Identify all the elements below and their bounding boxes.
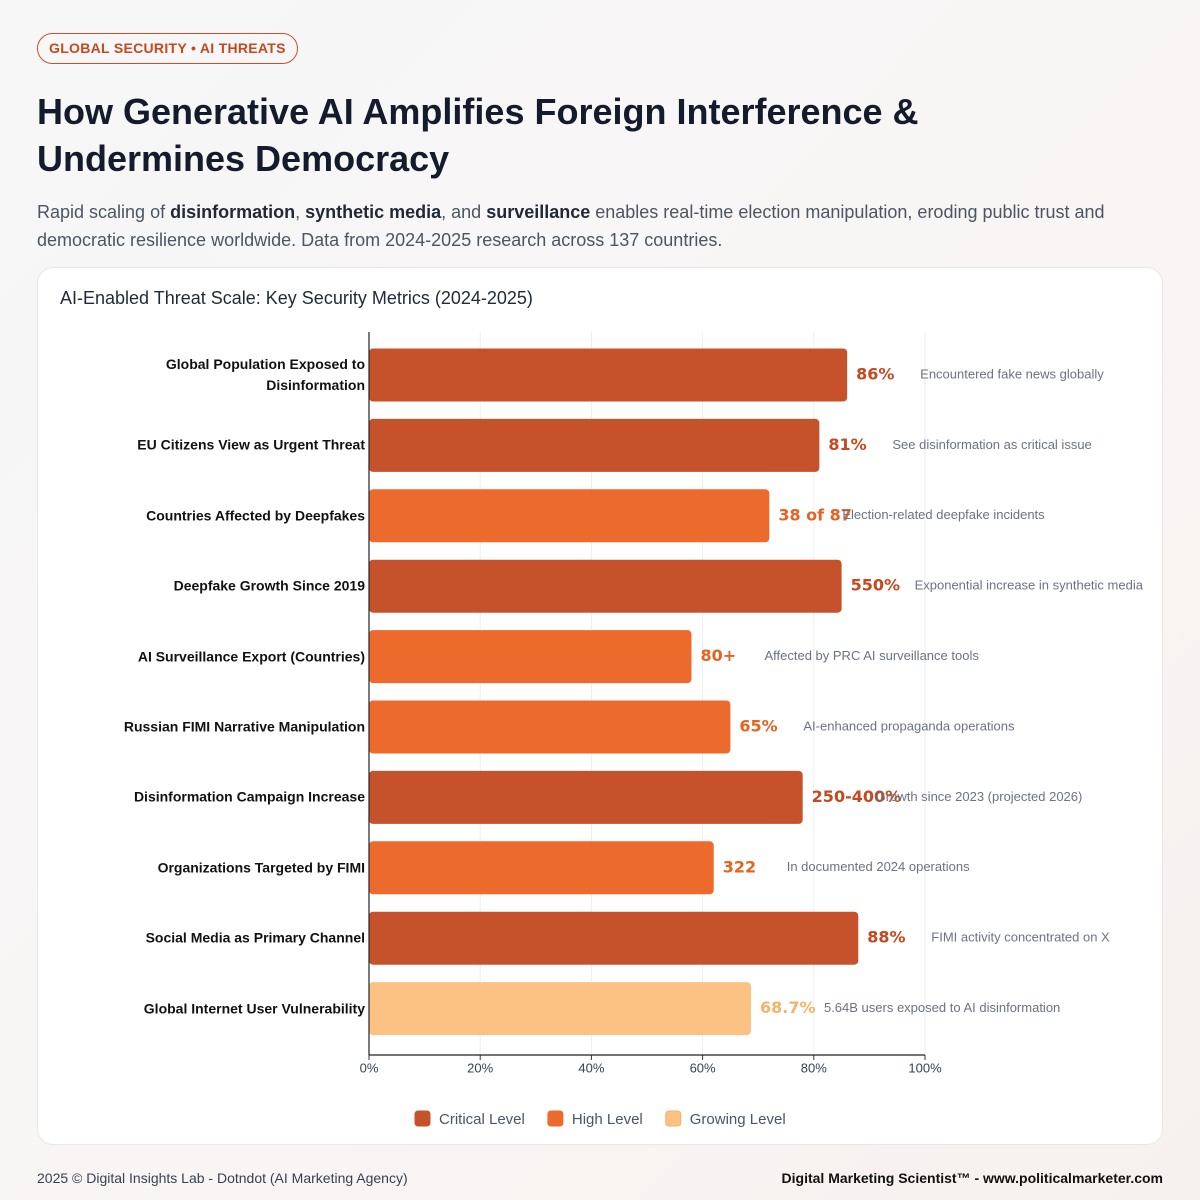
- x-tick-label: 20%: [467, 1060, 493, 1075]
- x-tick-label: 60%: [690, 1060, 716, 1075]
- description: AI-enhanced propaganda operations: [803, 718, 1015, 733]
- description: In documented 2024 operations: [787, 859, 970, 874]
- category-label: Global Population Exposed to Disinformat…: [165, 356, 365, 393]
- value-label: 38 of 87: [778, 505, 852, 524]
- value-label: 322: [723, 857, 756, 876]
- x-tick-label: 80%: [801, 1060, 827, 1075]
- value-label: 88%: [867, 928, 905, 947]
- bar: [369, 418, 820, 472]
- value-label: 80+: [700, 646, 736, 665]
- subtitle-part: synthetic media: [305, 202, 442, 222]
- category-label: Deepfake Growth Since 2019: [173, 577, 365, 594]
- bar: [369, 630, 692, 684]
- legend-label: Critical Level: [439, 1111, 525, 1128]
- x-tick-label: 0%: [360, 1060, 379, 1075]
- bar: [369, 770, 803, 824]
- bar: [369, 348, 848, 402]
- subtitle-part: enables real-time election manipulation,…: [37, 202, 1105, 250]
- category-label: EU Citizens View as Urgent Threat: [137, 436, 365, 453]
- bar: [369, 489, 770, 543]
- category-label: Organizations Targeted by FIMI: [157, 859, 365, 876]
- bar: [369, 700, 731, 754]
- footer-right: Digital Marketing Scientist™ - www.polit…: [781, 1170, 1163, 1186]
- description: Growth since 2023 (projected 2026): [876, 789, 1083, 804]
- tag: GLOBAL SECURITY • AI THREATS: [37, 33, 298, 64]
- subtitle-part: , and: [441, 202, 487, 222]
- description: Affected by PRC AI surveillance tools: [764, 648, 979, 663]
- description: See disinformation as critical issue: [892, 437, 1091, 452]
- subtitle: Rapid scaling of disinformation, synthet…: [37, 198, 1167, 254]
- bar: [369, 911, 859, 965]
- legend-label: Growing Level: [690, 1111, 786, 1128]
- legend-swatch: [665, 1110, 682, 1127]
- category-label: Social Media as Primary Channel: [145, 929, 365, 946]
- bar: [369, 841, 714, 895]
- footer-left: 2025 © Digital Insights Lab - Dotndot (A…: [37, 1170, 408, 1186]
- description: Exponential increase in synthetic media: [915, 578, 1144, 593]
- value-label: 86%: [856, 365, 894, 384]
- legend-label: High Level: [572, 1111, 643, 1128]
- value-label: 250-400%: [812, 787, 901, 806]
- category-label: Countries Affected by Deepfakes: [146, 507, 365, 524]
- category-label: Global Internet User Vulnerability: [143, 1000, 365, 1017]
- bar: [369, 559, 842, 613]
- title: How Generative AI Amplifies Foreign Inte…: [37, 91, 919, 179]
- category-label: Disinformation Campaign Increase: [133, 788, 365, 805]
- chart-title: AI-Enabled Threat Scale: Key Security Me…: [60, 288, 533, 308]
- legend-swatch: [547, 1110, 564, 1127]
- value-label: 550%: [851, 576, 900, 595]
- subtitle-part: ,: [295, 202, 306, 222]
- value-label: 81%: [828, 435, 866, 454]
- value-label: 68.7%: [760, 998, 816, 1017]
- subtitle-part: surveillance: [486, 202, 591, 222]
- category-label: Russian FIMI Narrative Manipulation: [123, 718, 365, 735]
- description: 5.64B users exposed to AI disinformation: [824, 1000, 1060, 1015]
- category-label: AI Surveillance Export (Countries): [137, 648, 365, 665]
- description: Election-related deepfake incidents: [842, 507, 1045, 522]
- legend-swatch: [414, 1110, 431, 1127]
- x-tick-label: 100%: [908, 1060, 942, 1075]
- value-label: 65%: [739, 717, 777, 736]
- description: FIMI activity concentrated on X: [931, 930, 1110, 945]
- description: Encountered fake news globally: [920, 366, 1104, 381]
- subtitle-part: disinformation: [170, 202, 296, 222]
- x-tick-label: 40%: [578, 1060, 604, 1075]
- subtitle-part: Rapid scaling of: [37, 202, 171, 222]
- bar: [369, 982, 751, 1036]
